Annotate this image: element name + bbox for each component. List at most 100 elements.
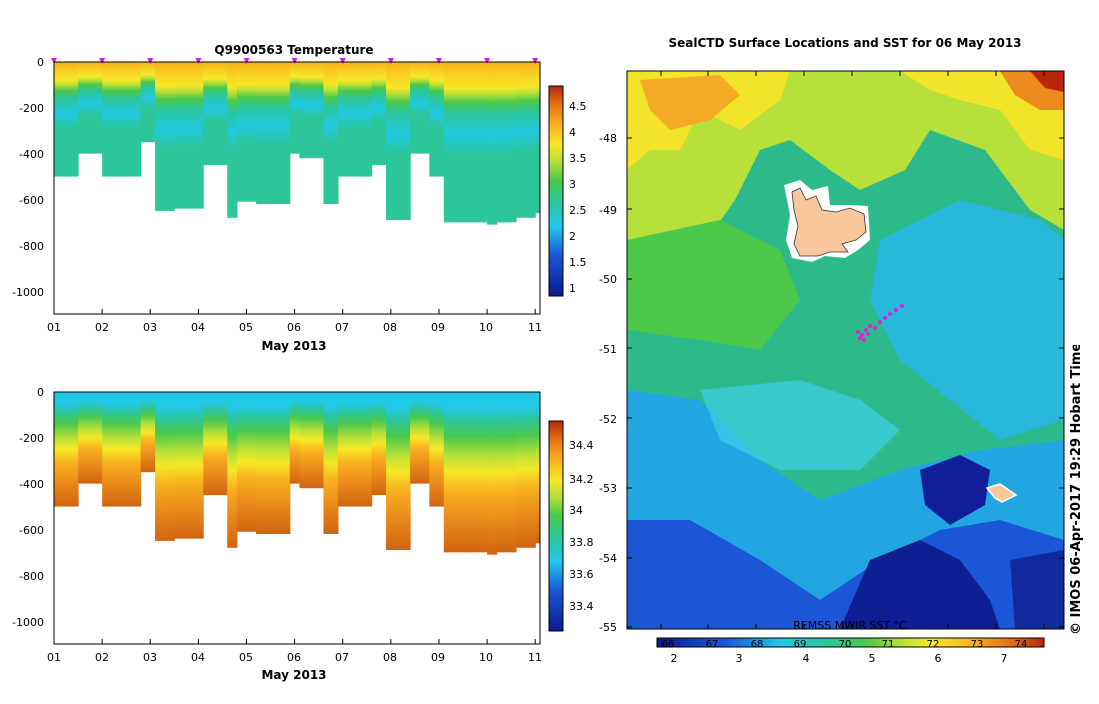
salinity-profile xyxy=(102,392,122,507)
seal-location xyxy=(894,308,898,312)
salinity-profile xyxy=(270,392,291,535)
seal-location xyxy=(864,328,868,332)
y-tick-label: -800 xyxy=(19,570,44,583)
salinity-profile xyxy=(496,392,517,553)
celsius-tick-label: 3 xyxy=(736,652,743,665)
salinity-profile xyxy=(386,392,411,551)
x-tick-label: 09 xyxy=(431,651,445,664)
y-tick-label: -1000 xyxy=(12,286,44,299)
map-title: SealCTD Surface Locations and SST for 06… xyxy=(668,36,1021,50)
x-tick-label: 05 xyxy=(239,321,253,334)
colorbar-tick-label: 2 xyxy=(569,230,576,243)
colorbar-tick-label: 2.5 xyxy=(569,204,587,217)
temperature-profile xyxy=(443,62,469,223)
x-tick-label: 03 xyxy=(143,321,157,334)
credit-text: © IMOS 06-Apr-2017 19:29 Hobart Time xyxy=(1069,345,1084,635)
sst-colorbar-bottom-ticks: 2 3 4 5 6 7 xyxy=(671,652,1008,665)
map-y-axis: -48 -49 -50 -51 -52 -53 -54 -55 xyxy=(599,132,617,634)
colorbar-tick-label: 4 xyxy=(569,126,576,139)
seal-location xyxy=(856,330,860,334)
seal-location xyxy=(868,324,872,328)
temperature-plot-frame xyxy=(53,61,541,315)
credit-label: © IMOS 06-Apr-2017 19:29 Hobart Time xyxy=(1069,345,1084,635)
x-tick-label: 04 xyxy=(191,321,205,334)
y-tick-label: 0 xyxy=(37,56,44,69)
x-tick-label: 07 xyxy=(335,651,349,664)
colorbar-tick-label: 3 xyxy=(569,178,576,191)
seal-location xyxy=(900,304,904,308)
x-tick-label: 11 xyxy=(528,651,542,664)
kerguelen-island xyxy=(791,187,867,257)
y-tick-label: -600 xyxy=(19,194,44,207)
salinity-profile xyxy=(515,392,536,548)
latitude-tick-label: -48 xyxy=(599,132,617,145)
x-tick-label: 07 xyxy=(335,321,349,334)
sst-cold-south-patch xyxy=(840,540,1000,629)
map-tickmarks xyxy=(627,71,1064,629)
profile-marker xyxy=(484,58,491,64)
temperature-profile xyxy=(496,62,517,223)
y-tick-label: -200 xyxy=(19,102,44,115)
celsius-tick-label: 7 xyxy=(1001,652,1008,665)
y-tick-label: -400 xyxy=(19,478,44,491)
temperature-profile xyxy=(54,62,79,177)
salinity-profile xyxy=(227,392,238,548)
x-tick-label: 10 xyxy=(479,651,493,664)
salinity-colorbar-ticks: 34.4 34.2 34 33.8 33.6 33.4 xyxy=(569,439,594,613)
sst-green-midwest xyxy=(627,220,800,350)
x-tick-label: 06 xyxy=(287,651,301,664)
salinity-profile xyxy=(467,392,488,553)
map-frame xyxy=(626,70,1065,630)
salinity-profile xyxy=(289,392,301,484)
latitude-tick-label: -51 xyxy=(599,343,617,356)
temperature-profile xyxy=(357,62,373,177)
x-tick-label: 11 xyxy=(528,321,542,334)
temperature-profile xyxy=(429,62,445,177)
temperature-colorbar-ticks: 4.5 4 3.5 3 2.5 2 1.5 1 xyxy=(569,100,587,295)
temperature-profile xyxy=(535,62,540,214)
fahrenheit-tick-label: 66 xyxy=(662,639,675,650)
temperature-profile xyxy=(386,62,411,221)
x-tick-label: 08 xyxy=(383,651,397,664)
salinity-profile xyxy=(429,392,445,507)
x-tick-label: 06 xyxy=(287,321,301,334)
x-tick-label: 05 xyxy=(239,651,253,664)
temperature-profile xyxy=(193,62,204,209)
temperature-profile xyxy=(487,62,498,225)
seal-location xyxy=(866,332,870,336)
sst-orange-northwest xyxy=(640,75,740,130)
temperature-profile xyxy=(371,62,387,166)
temperature-x-tickmarks xyxy=(53,309,536,314)
salinity-profile xyxy=(410,392,430,484)
y-tick-label: -400 xyxy=(19,148,44,161)
sst-red-corner xyxy=(1030,71,1064,92)
salinity-profile xyxy=(140,392,156,473)
salinity-profile xyxy=(54,392,79,507)
profile-marker xyxy=(147,58,154,64)
salinity-profile xyxy=(256,392,272,535)
celsius-tick-label: 4 xyxy=(803,652,810,665)
fahrenheit-tick-label: 69 xyxy=(794,639,807,650)
x-tick-label: 02 xyxy=(95,321,109,334)
temperature-profile xyxy=(140,62,156,143)
temperature-title: Q9900563 Temperature xyxy=(214,43,373,57)
colorbar-tick-label: 33.4 xyxy=(569,600,594,613)
colorbar-tick-label: 34.4 xyxy=(569,439,594,452)
salinity-profile xyxy=(357,392,373,507)
salinity-profile xyxy=(337,392,358,507)
profile-marker xyxy=(99,58,106,64)
sst-colorbar-label: REMSS MWIR SST °C xyxy=(793,619,907,632)
heard-island xyxy=(985,483,1018,503)
salinity-profile xyxy=(203,392,228,496)
y-tick-label: -200 xyxy=(19,432,44,445)
celsius-tick-label: 2 xyxy=(671,652,678,665)
celsius-tick-label: 6 xyxy=(935,652,942,665)
temperature-profile xyxy=(203,62,228,166)
colorbar-tick-label: 1 xyxy=(569,282,576,295)
temperature-profile xyxy=(410,62,430,154)
salinity-y-axis: 0 -200 -400 -600 -800 -1000 xyxy=(12,386,44,629)
profile-marker xyxy=(243,58,250,64)
temperature-profile xyxy=(174,62,195,209)
seal-location xyxy=(883,316,887,320)
profile-marker xyxy=(291,58,298,64)
